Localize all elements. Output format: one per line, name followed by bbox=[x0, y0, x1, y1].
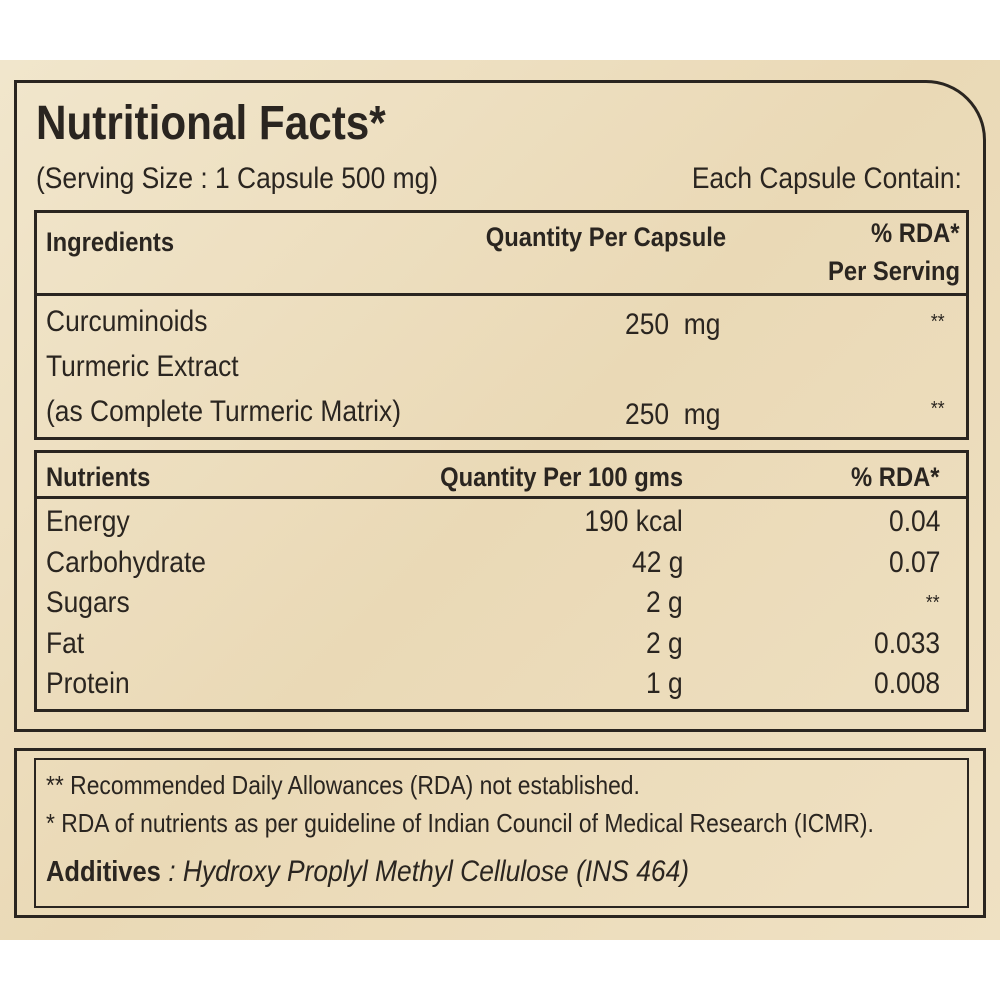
divider bbox=[34, 293, 969, 296]
divider bbox=[34, 496, 969, 499]
nutrients-table bbox=[34, 450, 969, 712]
nutrient-name: Sugars bbox=[46, 586, 130, 619]
nutrient-name: Energy bbox=[46, 505, 130, 538]
footnote: * RDA of nutrients as per guideline of I… bbox=[46, 808, 874, 838]
column-header: Ingredients bbox=[46, 227, 175, 257]
nutrient-quantity: 42 g bbox=[631, 545, 683, 579]
nutrient-quantity: 190 kcal bbox=[584, 505, 683, 538]
each-capsule: Each Capsule Contain: bbox=[691, 162, 962, 195]
outer-frame bbox=[14, 80, 986, 732]
column-header: Nutrients bbox=[46, 462, 151, 492]
nutrient-rda: 0.04 bbox=[888, 505, 940, 538]
nutrient-rda: ** bbox=[926, 592, 940, 614]
nutrient-quantity: 2 g bbox=[646, 586, 683, 619]
ingredient-name: Turmeric Extract bbox=[46, 350, 239, 383]
nutrient-name: Fat bbox=[46, 626, 85, 660]
column-header: % RDA* bbox=[871, 218, 960, 248]
nutrient-quantity: 1 g bbox=[646, 667, 683, 700]
column-header: Quantity Per Capsule bbox=[485, 222, 726, 252]
nutrient-rda: 0.008 bbox=[873, 667, 940, 700]
ingredient-rda: ** bbox=[931, 398, 945, 420]
footer-inner-frame bbox=[34, 758, 969, 908]
nutrient-name: Carbohydrate bbox=[46, 545, 206, 579]
ingredient-name: Curcuminoids bbox=[46, 305, 208, 338]
footer-frame bbox=[14, 748, 986, 918]
ingredient-quantity: 250 mg bbox=[624, 308, 720, 341]
additives-value: : Hydroxy Proplyl Methyl Cellulose (INS … bbox=[160, 855, 690, 888]
column-header: % RDA* bbox=[851, 462, 940, 492]
ingredient-quantity: 250 mg bbox=[624, 398, 720, 431]
nutrient-quantity: 2 g bbox=[646, 626, 683, 660]
nutrient-name: Protein bbox=[46, 667, 130, 700]
footnote: ** Recommended Daily Allowances (RDA) no… bbox=[46, 770, 640, 800]
column-header: Per Serving bbox=[827, 256, 960, 286]
additives: Additives : Hydroxy Proplyl Methyl Cellu… bbox=[46, 855, 689, 889]
nutrient-rda: 0.07 bbox=[888, 545, 940, 579]
title: Nutritional Facts* bbox=[36, 97, 386, 150]
nutrient-rda: 0.033 bbox=[873, 626, 940, 660]
ingredients-table bbox=[34, 210, 969, 440]
additives-label: Additives bbox=[46, 856, 161, 888]
ingredient-name: (as Complete Turmeric Matrix) bbox=[46, 395, 401, 428]
label-background bbox=[0, 60, 1000, 940]
ingredient-rda: ** bbox=[931, 311, 945, 333]
serving-size: (Serving Size : 1 Capsule 500 mg) bbox=[36, 162, 439, 195]
column-header: Quantity Per 100 gms bbox=[440, 462, 683, 492]
